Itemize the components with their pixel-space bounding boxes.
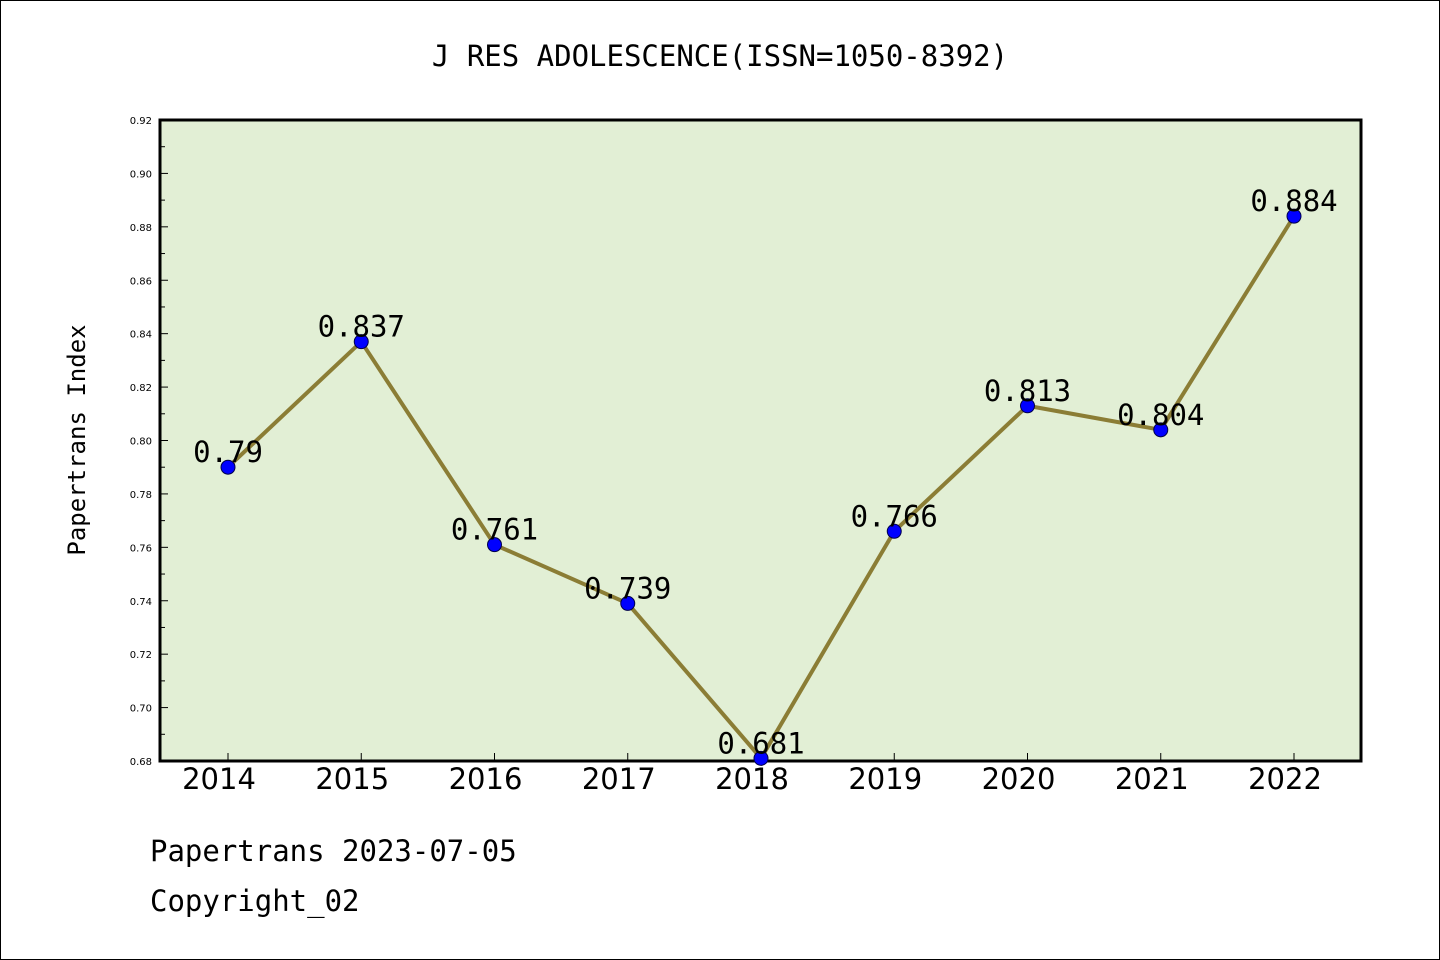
footer-copyright: Copyright_02 bbox=[150, 884, 360, 918]
data-label: 0.813 bbox=[984, 374, 1071, 408]
x-tick-label: 2022 bbox=[1248, 762, 1322, 796]
plot-area bbox=[158, 118, 1363, 763]
data-label: 0.884 bbox=[1250, 184, 1337, 218]
data-point bbox=[1153, 422, 1169, 438]
y-tick-label: 0.72 bbox=[130, 650, 152, 661]
y-tick-label: 0.80 bbox=[130, 437, 152, 448]
footer-date: Papertrans 2023-07-05 bbox=[150, 834, 517, 868]
series-layer bbox=[220, 208, 1302, 766]
y-tick-label: 0.74 bbox=[130, 597, 152, 608]
y-tick-label: 0.68 bbox=[130, 757, 152, 768]
data-point bbox=[220, 459, 236, 475]
y-axis-label: Papertrans Index bbox=[63, 324, 91, 555]
data-label: 0.79 bbox=[193, 435, 263, 469]
x-axis-ticks: 2014 2015 2016 2017 2018 2019 2020 2021 2022 bbox=[182, 753, 1322, 796]
chart-title: J RES ADOLESCENCE(ISSN=1050-8392) bbox=[432, 39, 1008, 73]
x-tick-label: 2015 bbox=[315, 762, 389, 796]
y-tick-label: 0.76 bbox=[130, 543, 152, 554]
data-point bbox=[753, 750, 769, 766]
y-tick-label: 0.90 bbox=[130, 169, 152, 180]
data-label: 0.837 bbox=[318, 310, 405, 344]
y-tick-label: 0.88 bbox=[130, 223, 152, 234]
data-label: 0.739 bbox=[584, 571, 671, 605]
data-label: 0.804 bbox=[1117, 398, 1204, 432]
data-point bbox=[353, 334, 369, 350]
x-tick-label: 2019 bbox=[848, 762, 922, 796]
data-point bbox=[886, 523, 902, 539]
data-point bbox=[1020, 398, 1035, 414]
y-tick-label: 0.84 bbox=[130, 330, 152, 341]
data-label: 0.681 bbox=[717, 726, 804, 760]
x-tick-label: 2021 bbox=[1115, 762, 1189, 796]
y-tick-label: 0.82 bbox=[130, 383, 152, 394]
data-label: 0.761 bbox=[451, 513, 538, 547]
data-label: 0.766 bbox=[851, 499, 938, 533]
y-tick-label: 0.86 bbox=[130, 276, 152, 287]
data-labels: 0.79 0.837 0.761 0.739 0.681 0.766 0.813 0.804 0… bbox=[193, 184, 1338, 760]
y-tick-label: 0.92 bbox=[130, 116, 152, 127]
x-tick-label: 2020 bbox=[982, 762, 1056, 796]
x-tick-label: 2014 bbox=[182, 762, 256, 796]
data-point bbox=[1286, 208, 1302, 224]
y-tick-label: 0.78 bbox=[130, 490, 152, 501]
x-tick-label: 2016 bbox=[449, 762, 523, 796]
data-point bbox=[620, 595, 636, 611]
data-point bbox=[487, 537, 502, 553]
x-tick-label: 2017 bbox=[582, 762, 656, 796]
y-tick-label: 0.70 bbox=[130, 704, 152, 715]
y-axis-ticks: 0.68 0.70 0.72 0.74 0.76 0.78 0.80 0.82 0.84 0.86… bbox=[130, 116, 168, 768]
x-tick-label: 2018 bbox=[715, 762, 789, 796]
